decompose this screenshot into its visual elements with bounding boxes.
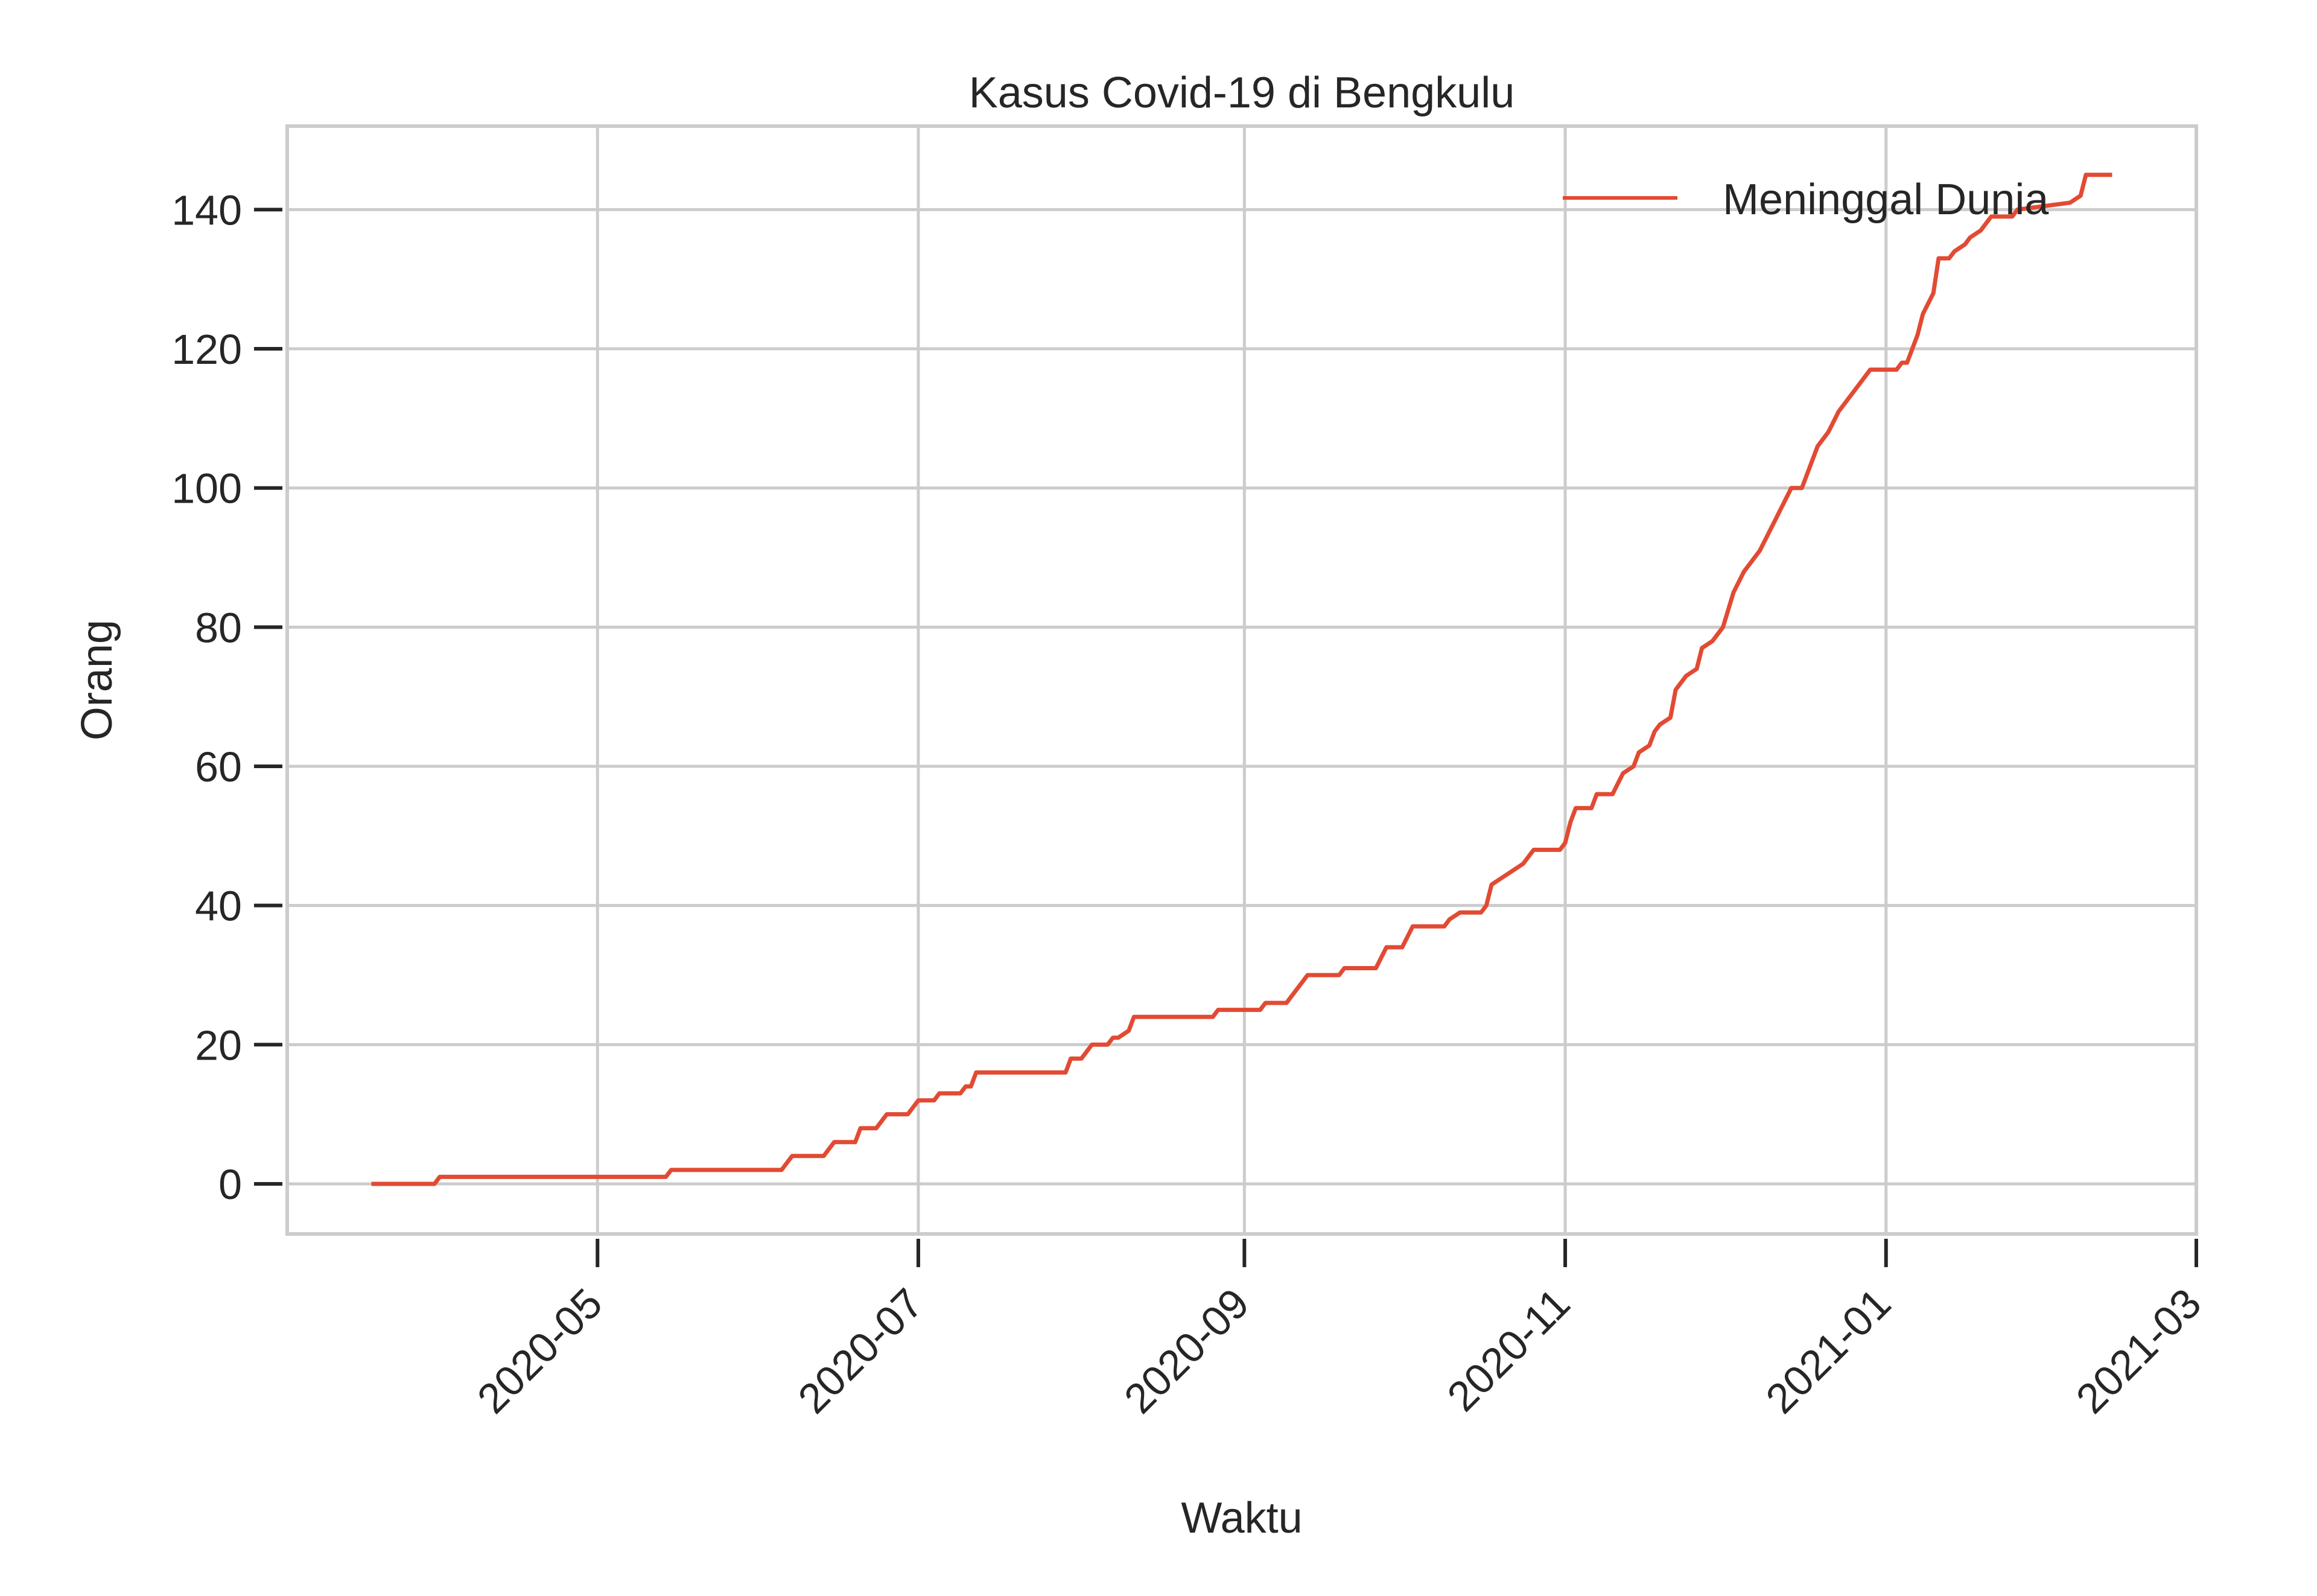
y-tick-label: 20: [195, 1022, 242, 1069]
y-tick-label: 140: [171, 186, 242, 234]
y-tick-label: 120: [171, 326, 242, 373]
x-tick-label: 2020-09: [1115, 1279, 1258, 1422]
x-tick-label: 2020-05: [468, 1279, 611, 1422]
series-line-0: [371, 173, 2112, 1186]
y-tick-label: 80: [195, 604, 242, 651]
y-tick-label: 40: [195, 883, 242, 930]
y-tick-label: 60: [195, 743, 242, 790]
x-tick-label: 2021-01: [1757, 1279, 1900, 1422]
series-layer: [371, 173, 2112, 1186]
y-axis-label: Orang: [73, 620, 121, 740]
grid: [287, 126, 2196, 1234]
plot-frame: [285, 124, 2198, 1236]
legend-label: Meninggal Dunia: [1723, 176, 2049, 224]
x-tick-label: 2020-07: [789, 1279, 932, 1422]
x-tick-label: 2021-03: [2067, 1279, 2210, 1422]
x-tick-label: 2020-11: [1438, 1279, 1579, 1420]
y-tick-label: 0: [218, 1161, 242, 1208]
y-tick-label: 100: [171, 465, 242, 512]
axis-ticks: 0 20 40 60 80 100 120 140 2020-05 2020-07 2020-09 2…: [171, 186, 2210, 1422]
chart-title: Kasus Covid-19 di Bengkulu: [969, 69, 1515, 117]
x-axis-label: Waktu: [1181, 1494, 1302, 1542]
legend: Meninggal Dunia: [1563, 176, 2049, 224]
